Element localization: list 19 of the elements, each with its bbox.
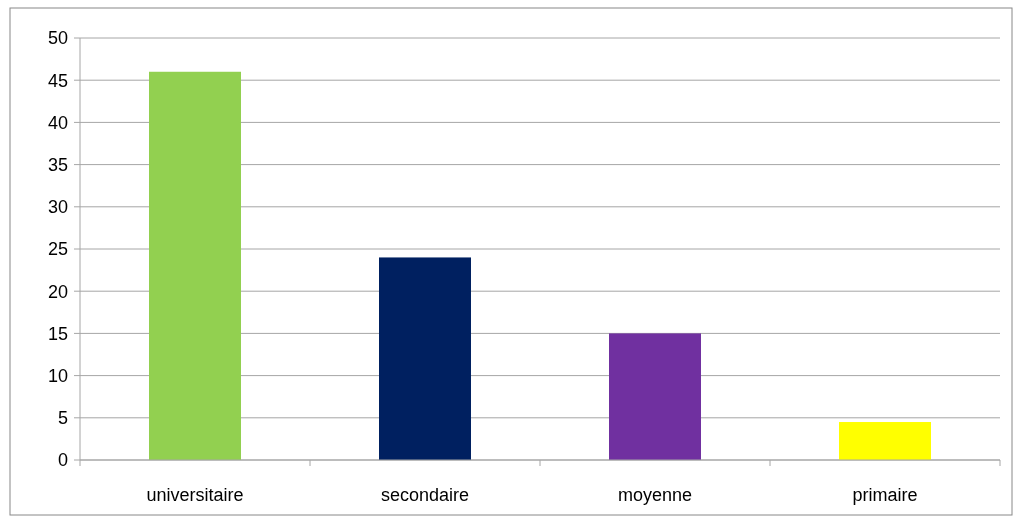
- bar: [609, 333, 701, 460]
- x-tick-label: universitaire: [146, 485, 244, 505]
- bar: [839, 422, 931, 460]
- bar: [379, 257, 471, 460]
- x-tick-label: primaire: [852, 485, 918, 505]
- y-tick-label: 20: [47, 281, 68, 302]
- x-tick-label: moyenne: [617, 485, 693, 505]
- x-tick-label: secondaire: [380, 485, 470, 505]
- y-tick-label: 15: [47, 323, 68, 344]
- y-tick-label: 35: [47, 154, 68, 175]
- y-tick-label: 30: [47, 197, 68, 218]
- bar: [149, 71, 241, 460]
- y-tick-label: 0: [57, 450, 68, 471]
- y-tick-label: 40: [47, 112, 68, 133]
- y-tick-label: 25: [47, 239, 68, 260]
- y-tick-label: 5: [57, 408, 68, 429]
- y-tick-label: 10: [47, 365, 68, 386]
- y-tick-label: 50: [47, 28, 68, 49]
- y-tick-label: 45: [47, 70, 68, 91]
